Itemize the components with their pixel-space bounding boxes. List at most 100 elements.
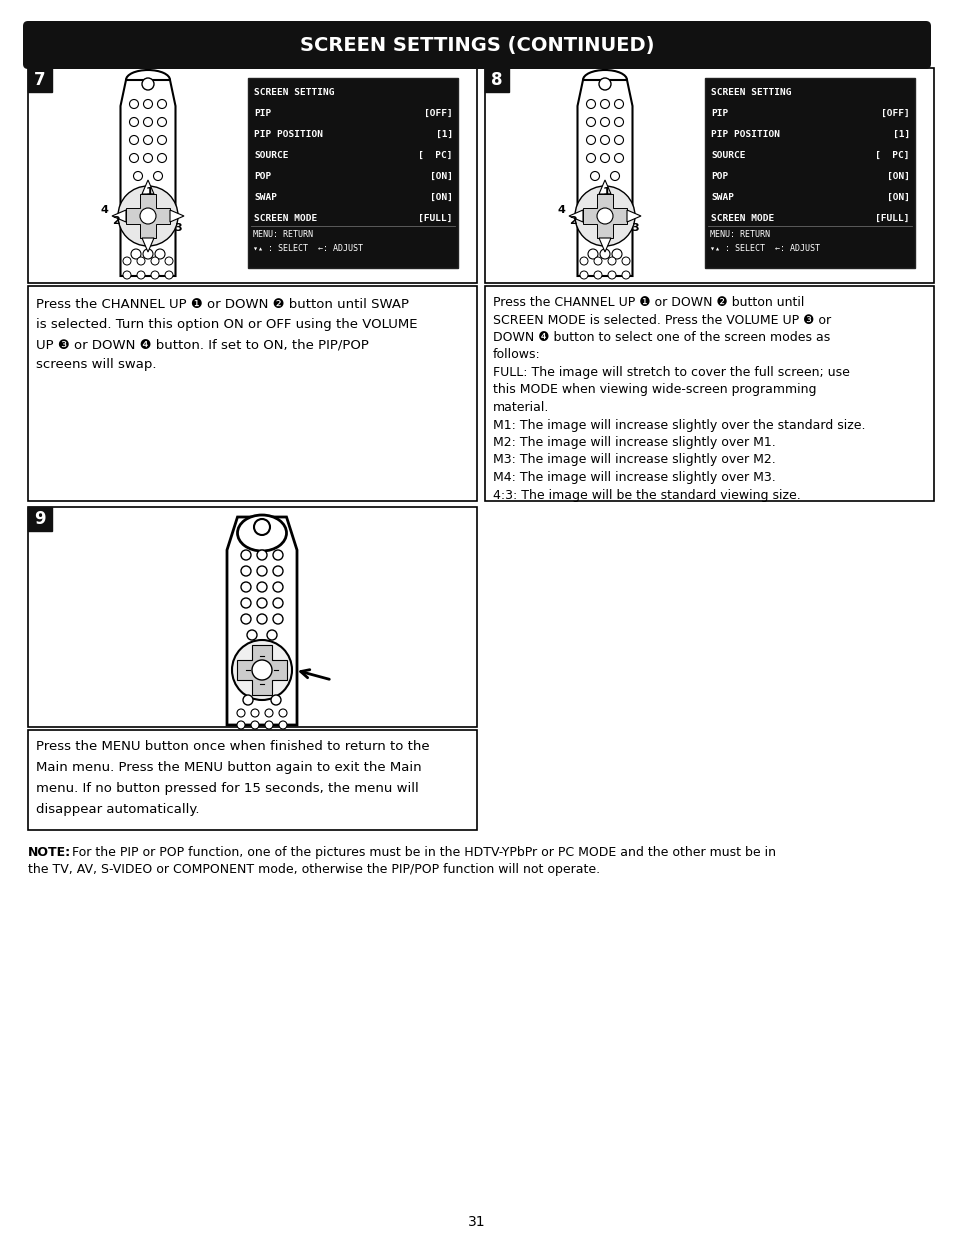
Polygon shape	[126, 194, 170, 238]
Text: MENU: RETURN: MENU: RETURN	[709, 230, 769, 240]
Circle shape	[278, 709, 287, 718]
Circle shape	[232, 640, 292, 700]
Circle shape	[131, 249, 141, 259]
Ellipse shape	[237, 515, 286, 551]
Bar	[248, 78, 457, 268]
Text: For the PIP or POP function, one of the pictures must be in the HDTV-YPbPr or PC: For the PIP or POP function, one of the …	[68, 846, 775, 860]
Text: M3: The image will increase slightly over M2.: M3: The image will increase slightly ove…	[493, 453, 775, 467]
Circle shape	[265, 721, 273, 729]
Text: UP ❸ or DOWN ❹ button. If set to ON, the PIP/POP: UP ❸ or DOWN ❹ button. If set to ON, the…	[36, 338, 369, 351]
Text: [1]: [1]	[436, 130, 453, 140]
Circle shape	[130, 153, 138, 163]
Circle shape	[140, 207, 156, 224]
Circle shape	[599, 117, 609, 126]
Circle shape	[137, 270, 145, 279]
Text: SCREEN SETTING: SCREEN SETTING	[253, 88, 335, 98]
Text: screens will swap.: screens will swap.	[36, 358, 156, 370]
Circle shape	[137, 257, 145, 266]
Circle shape	[621, 257, 629, 266]
Text: [  PC]: [ PC]	[875, 151, 909, 161]
Circle shape	[599, 100, 609, 109]
Circle shape	[590, 172, 598, 180]
Text: ▾▴ : SELECT  ←: ADJUST: ▾▴ : SELECT ←: ADJUST	[253, 245, 363, 253]
Text: 1: 1	[602, 186, 610, 198]
Circle shape	[599, 136, 609, 144]
Circle shape	[236, 721, 245, 729]
Circle shape	[165, 257, 172, 266]
Text: the TV, AV, S-VIDEO or COMPONENT mode, otherwise the PIP/POP function will not o: the TV, AV, S-VIDEO or COMPONENT mode, o…	[28, 863, 599, 876]
Text: 3: 3	[631, 224, 639, 233]
Text: [ON]: [ON]	[886, 193, 909, 203]
Circle shape	[130, 136, 138, 144]
Circle shape	[271, 695, 281, 705]
Text: 3: 3	[174, 224, 182, 233]
Circle shape	[251, 721, 258, 729]
Circle shape	[130, 117, 138, 126]
Text: 1: 1	[146, 186, 153, 198]
Text: Press the CHANNEL UP ❶ or DOWN ❷ button until: Press the CHANNEL UP ❶ or DOWN ❷ button …	[493, 296, 803, 309]
Bar	[28, 68, 476, 283]
Text: 8: 8	[491, 70, 502, 89]
Circle shape	[252, 659, 272, 680]
Text: SOURCE: SOURCE	[710, 151, 744, 161]
Text: SWAP: SWAP	[710, 193, 733, 203]
Polygon shape	[170, 210, 184, 222]
Text: disappear automatically.: disappear automatically.	[36, 803, 199, 816]
Circle shape	[256, 550, 267, 559]
Text: Main menu. Press the MENU button again to exit the Main: Main menu. Press the MENU button again t…	[36, 761, 421, 774]
Polygon shape	[120, 80, 175, 275]
Circle shape	[273, 582, 283, 592]
Bar	[484, 68, 933, 283]
Circle shape	[253, 519, 270, 535]
Text: SCREEN MODE is selected. Press the VOLUME UP ❸ or: SCREEN MODE is selected. Press the VOLUM…	[493, 314, 830, 326]
Circle shape	[587, 249, 598, 259]
Text: POP: POP	[253, 172, 271, 182]
Bar	[28, 508, 476, 727]
Circle shape	[586, 153, 595, 163]
Circle shape	[143, 153, 152, 163]
Text: M1: The image will increase slightly over the standard size.: M1: The image will increase slightly ove…	[493, 419, 864, 431]
Text: ▾▴ : SELECT  ←: ADJUST: ▾▴ : SELECT ←: ADJUST	[709, 245, 820, 253]
Circle shape	[607, 270, 616, 279]
Circle shape	[151, 257, 159, 266]
Circle shape	[614, 136, 623, 144]
Circle shape	[621, 270, 629, 279]
Circle shape	[143, 117, 152, 126]
Polygon shape	[236, 645, 287, 695]
Circle shape	[586, 136, 595, 144]
Circle shape	[614, 100, 623, 109]
Text: DOWN ❹ button to select one of the screen modes as: DOWN ❹ button to select one of the scree…	[493, 331, 829, 345]
Circle shape	[594, 257, 601, 266]
Circle shape	[143, 100, 152, 109]
Circle shape	[241, 598, 251, 608]
Circle shape	[247, 630, 256, 640]
Text: [FULL]: [FULL]	[418, 214, 453, 224]
Circle shape	[157, 117, 167, 126]
Text: SWAP: SWAP	[253, 193, 276, 203]
Circle shape	[241, 566, 251, 576]
Text: [OFF]: [OFF]	[881, 109, 909, 119]
Circle shape	[599, 153, 609, 163]
Bar	[28, 730, 476, 830]
Circle shape	[586, 100, 595, 109]
Text: NOTE:: NOTE:	[28, 846, 71, 860]
Polygon shape	[626, 210, 640, 222]
Circle shape	[243, 695, 253, 705]
Text: Press the CHANNEL UP ❶ or DOWN ❷ button until SWAP: Press the CHANNEL UP ❶ or DOWN ❷ button …	[36, 298, 409, 311]
Text: Press the MENU button once when finished to return to the: Press the MENU button once when finished…	[36, 740, 429, 753]
Circle shape	[610, 172, 618, 180]
Polygon shape	[112, 210, 126, 222]
Bar	[28, 68, 52, 91]
Circle shape	[579, 270, 587, 279]
Text: 7: 7	[34, 70, 46, 89]
Text: PIP POSITION: PIP POSITION	[710, 130, 780, 140]
Circle shape	[598, 78, 610, 90]
Circle shape	[157, 100, 167, 109]
Circle shape	[273, 598, 283, 608]
Text: [  PC]: [ PC]	[418, 151, 453, 161]
Circle shape	[241, 614, 251, 624]
Text: SCREEN MODE: SCREEN MODE	[253, 214, 317, 224]
Text: SOURCE: SOURCE	[253, 151, 288, 161]
Circle shape	[594, 270, 601, 279]
Circle shape	[273, 614, 283, 624]
